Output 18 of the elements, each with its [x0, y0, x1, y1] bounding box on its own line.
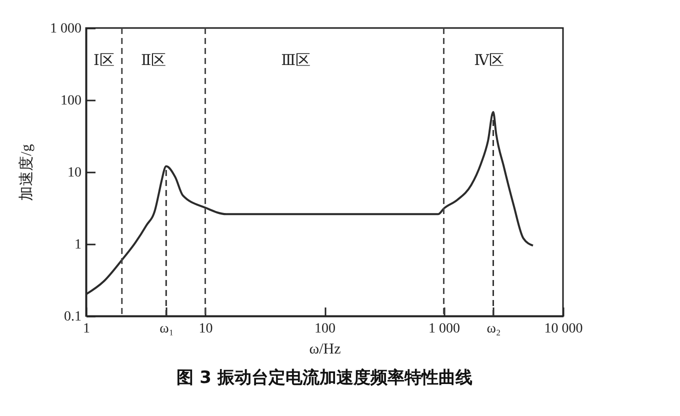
annotation: Ⅱ区	[140, 53, 166, 69]
text: 图 3 振动台定电流加速度频率特性曲线	[176, 368, 472, 388]
x-tick-label: 10 000	[544, 322, 583, 336]
x-tick-label: 1 000	[428, 322, 460, 336]
x-tick-label: 10	[198, 322, 213, 336]
x-tick-label: ω₂	[486, 322, 501, 336]
x-tick-label: ω₁	[160, 322, 174, 336]
annotation: Ⅰ区	[93, 53, 114, 69]
annotation: Ⅲ区	[281, 53, 311, 69]
y-axis-title: 加速度/g	[18, 144, 35, 201]
x-tick-label: 100	[314, 322, 336, 336]
annotation: Ⅳ区	[474, 53, 504, 69]
y-tick-label: 10	[68, 166, 82, 180]
y-tick-label: 1	[74, 238, 82, 252]
x-axis-title: ω/Hz	[309, 342, 342, 358]
y-tick-label: 100	[60, 94, 82, 108]
y-tick-label: 0.1	[64, 310, 82, 324]
y-tick-label: 1 000	[50, 22, 82, 36]
